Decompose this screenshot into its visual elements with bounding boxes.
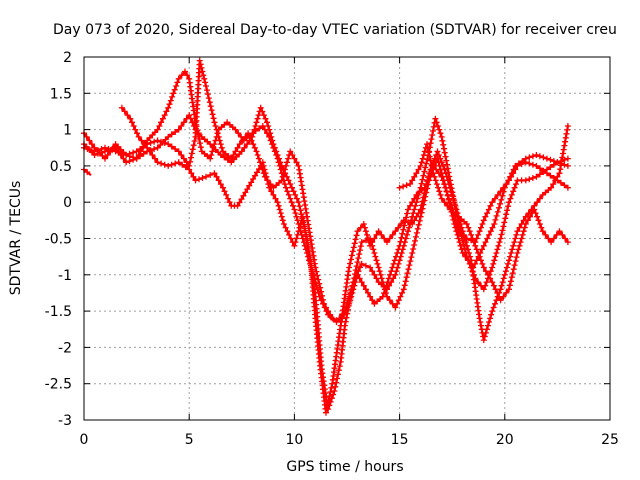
axis-ticks: 0 5 10 15 20 25 2 1.5 1 0.5 0 -0.5 -1 -1.5 -2 -2.5 -3: [45, 50, 619, 448]
data-series: [81, 57, 571, 416]
x-tick-label: 20: [496, 432, 514, 448]
y-axis-label: SDTVAR / TECUs: [8, 181, 24, 296]
y-tick-label: -2.5: [45, 377, 72, 393]
chart-title: Day 073 of 2020, Sidereal Day-to-day VTE…: [53, 22, 617, 38]
series-track-c: [81, 57, 571, 325]
x-tick-label: 10: [285, 432, 303, 448]
y-tick-label: 2: [63, 50, 72, 66]
x-tick-label: 5: [185, 432, 194, 448]
series-line: [82, 59, 569, 324]
y-tick-label: 0: [63, 195, 72, 211]
x-tick-label: 25: [601, 432, 619, 448]
series-track-d: [118, 104, 571, 416]
series-markers: [81, 104, 571, 413]
plot-frame: [83, 56, 611, 421]
x-tick-label: 0: [80, 432, 89, 448]
y-tick-label: -1.5: [45, 304, 72, 320]
series-track-a: [81, 104, 571, 413]
y-tick-label: 1.5: [50, 86, 72, 102]
y-tick-label: -0.5: [45, 232, 72, 248]
x-tick-label: 15: [391, 432, 409, 448]
series-track-e: [81, 141, 571, 304]
y-tick-label: -1: [58, 268, 72, 284]
y-tick-label: 0.5: [50, 159, 72, 175]
y-tick-label: -3: [58, 413, 72, 429]
x-axis-label: GPS time / hours: [286, 459, 403, 475]
series-markers: [118, 104, 571, 416]
y-tick-label: 1: [63, 123, 72, 139]
series-markers: [81, 57, 571, 325]
y-tick-label: -2: [58, 340, 72, 356]
gridlines: [84, 57, 610, 420]
